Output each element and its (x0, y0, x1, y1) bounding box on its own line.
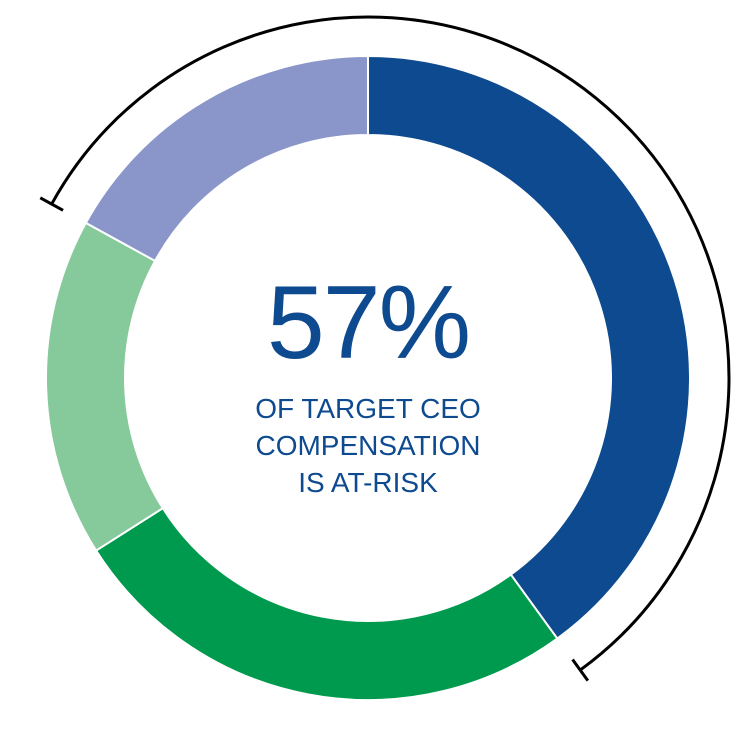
donut-slice (45, 221, 165, 552)
donut-slice (94, 506, 559, 701)
center-label-line: OF TARGET CEO (255, 393, 481, 424)
donut-slice (367, 54, 691, 640)
center-label: OF TARGET CEO COMPENSATION IS AT-RISK (218, 390, 518, 501)
center-label-line: COMPENSATION (255, 430, 481, 461)
bracket-end-tick (571, 658, 590, 682)
center-percentage: 57% (266, 265, 471, 381)
bracket-end-tick (39, 196, 64, 212)
donut-slice (84, 54, 369, 263)
at-risk-bracket-arc (50, 15, 731, 672)
center-label-line: IS AT-RISK (298, 467, 438, 498)
